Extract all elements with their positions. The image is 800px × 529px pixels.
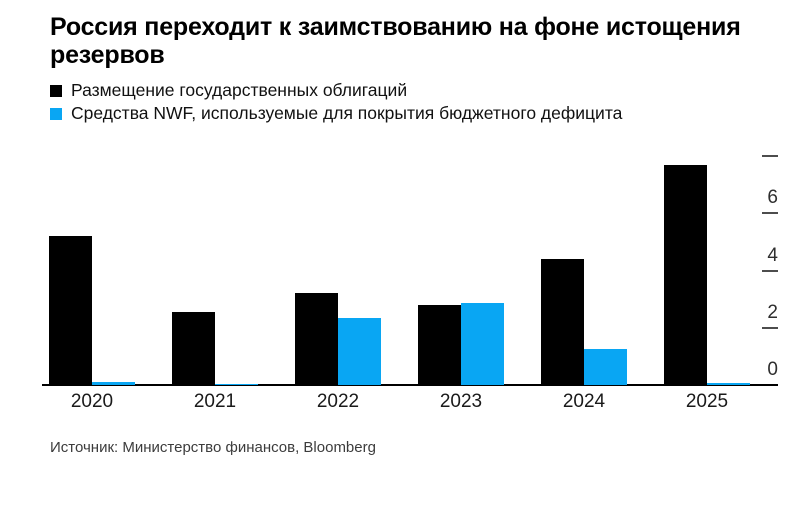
y-axis-tick-2 <box>762 326 778 329</box>
legend-item-nwf: Средства NWF, используемые для покрытия … <box>50 102 622 125</box>
page-title: Россия переходит к заимствованию на фоне… <box>50 13 741 69</box>
y-axis-label-6: 6 <box>767 187 778 209</box>
bar-nwf-2021 <box>215 383 258 385</box>
x-axis-baseline <box>42 384 778 386</box>
bar-nwf-2025 <box>707 382 750 385</box>
source-note: Источник: Министерство финансов, Bloombe… <box>50 439 376 456</box>
bar-nwf-2020 <box>92 382 135 385</box>
x-axis-label-2022: 2022 <box>316 391 360 412</box>
page-title-line1: Россия переходит к заимствованию на фоне… <box>50 13 741 41</box>
x-axis-label-2023: 2023 <box>439 391 483 412</box>
y-axis-label-4: 4 <box>767 244 778 266</box>
bar-bonds-2020 <box>49 236 92 385</box>
bonds-swatch-icon <box>50 84 62 97</box>
legend-label-bonds: Размещение государственных облигаций <box>71 80 408 100</box>
bar-nwf-2024 <box>584 349 627 385</box>
y-axis-tick-4 <box>762 269 778 272</box>
x-axis-label-2025: 2025 <box>685 391 729 412</box>
y-axis-label-2: 2 <box>767 301 778 323</box>
y-axis-label-0: 0 <box>767 359 778 380</box>
bar-nwf-2023 <box>461 303 504 385</box>
legend-item-bonds: Размещение государственных облигаций <box>50 79 622 102</box>
bar-bonds-2021 <box>172 312 215 385</box>
bar-bonds-2022 <box>295 293 338 385</box>
nwf-swatch-icon <box>50 107 62 120</box>
bar-bonds-2025 <box>664 164 707 385</box>
x-axis-label-2020: 2020 <box>70 391 114 412</box>
legend-label-nwf: Средства NWF, используемые для покрытия … <box>71 103 623 123</box>
y-axis-tick-8 <box>762 155 778 157</box>
bar-nwf-2022 <box>338 317 381 385</box>
x-axis-label-2024: 2024 <box>562 391 606 412</box>
page-title-line2: резервов <box>50 41 165 69</box>
y-axis-tick-6 <box>762 212 778 215</box>
x-axis-label-2021: 2021 <box>193 391 237 412</box>
bar-bonds-2024 <box>541 259 584 385</box>
legend: Размещение государственных облигаций Сре… <box>50 79 622 125</box>
bar-bonds-2023 <box>418 304 461 385</box>
